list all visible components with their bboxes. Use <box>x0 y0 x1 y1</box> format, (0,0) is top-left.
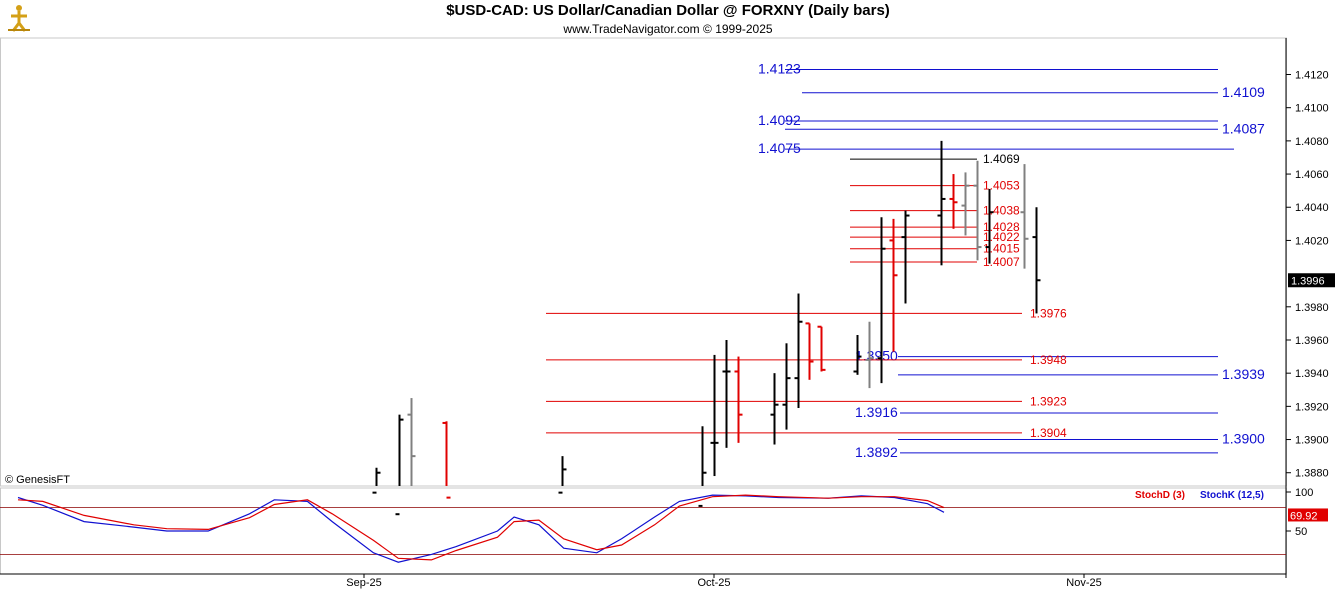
price-bar <box>901 210 910 304</box>
price-bar <box>973 160 982 261</box>
price-bar <box>949 174 958 229</box>
price-bar <box>734 356 743 443</box>
price-bar <box>889 218 898 352</box>
level-label: 1.4038 <box>983 204 1020 218</box>
stoch-y-tick-label: 50 <box>1295 526 1307 538</box>
level-label: 1.3923 <box>1030 394 1067 408</box>
y-tick-label: 1.3920 <box>1295 401 1329 413</box>
level-label: 1.4022 <box>983 230 1020 244</box>
price-bar <box>372 467 381 494</box>
level-label: 1.4053 <box>983 179 1020 193</box>
stochk-line <box>17 494 945 563</box>
level-label: 1.4007 <box>983 255 1020 269</box>
level-label: 1.4075 <box>758 140 801 156</box>
y-tick-label: 1.4040 <box>1295 202 1329 214</box>
y-tick-label: 1.3940 <box>1295 368 1329 380</box>
price-bar <box>395 414 404 516</box>
navigator-figure-icon <box>8 5 30 32</box>
chart-subtitle: www.TradeNavigator.com © 1999-2025 <box>563 22 773 36</box>
y-tick-label: 1.4060 <box>1295 169 1329 181</box>
level-label: 1.4028 <box>983 220 1020 234</box>
level-label: 1.4109 <box>1222 84 1265 100</box>
y-tick-label: 1.4020 <box>1295 235 1329 247</box>
level-label: 1.3976 <box>1030 306 1067 320</box>
price-bar <box>817 325 826 372</box>
level-label: 1.4123 <box>758 61 801 77</box>
legend-stochd: StochD (3) <box>1135 490 1185 501</box>
level-label: 1.3892 <box>855 444 898 460</box>
price-bar <box>937 140 946 266</box>
y-tick-label: 1.4100 <box>1295 103 1329 115</box>
price-bar <box>698 426 707 507</box>
stochd-line <box>17 494 945 561</box>
level-label: 1.3939 <box>1222 366 1265 382</box>
level-label: 1.4092 <box>758 112 801 128</box>
level-label: 1.3948 <box>1030 353 1067 367</box>
price-bar <box>782 343 791 430</box>
price-bar <box>1020 164 1029 269</box>
price-bar <box>407 398 416 486</box>
level-label: 1.4087 <box>1222 120 1265 136</box>
price-bar <box>442 421 451 499</box>
current-price-label: 1.3996 <box>1291 275 1325 287</box>
level-label: 1.4069 <box>983 152 1020 166</box>
level-label: 1.3900 <box>1222 431 1265 447</box>
price-bar <box>710 354 719 477</box>
level-label: 1.3904 <box>1030 426 1067 440</box>
chart-title: $USD-CAD: US Dollar/Canadian Dollar @ FO… <box>446 2 890 19</box>
price-bar <box>722 339 731 448</box>
y-tick-label: 1.3900 <box>1295 435 1329 447</box>
stoch-y-tick-label: 100 <box>1295 487 1313 499</box>
y-tick-label: 1.4080 <box>1295 136 1329 148</box>
price-bar <box>770 373 779 445</box>
level-label: 1.4015 <box>983 242 1020 256</box>
price-bar <box>805 322 814 380</box>
y-tick-label: 1.3880 <box>1295 468 1329 480</box>
stoch-value-label: 69.92 <box>1290 510 1318 522</box>
price-bar <box>853 335 862 375</box>
price-bar <box>865 321 874 389</box>
price-bar <box>877 217 886 384</box>
price-bar <box>558 456 567 494</box>
x-tick-label: Oct-25 <box>697 577 730 589</box>
copyright-note: © GenesisFT <box>5 474 70 486</box>
x-tick-label: Sep-25 <box>346 577 381 589</box>
stoch-value-badge <box>1288 508 1328 522</box>
x-tick-label: Nov-25 <box>1066 577 1101 589</box>
price-panel <box>0 37 1287 487</box>
y-tick-label: 1.4120 <box>1295 70 1329 82</box>
current-price-badge <box>1288 273 1335 288</box>
price-bar <box>794 293 803 409</box>
y-tick-label: 1.3960 <box>1295 335 1329 347</box>
y-tick-label: 1.3980 <box>1295 302 1329 314</box>
level-label: 1.3916 <box>855 404 898 420</box>
legend-stochk: StochK (12,5) <box>1200 490 1264 501</box>
price-bar <box>1032 207 1041 314</box>
price-bar <box>961 172 970 236</box>
price-bar <box>985 188 994 264</box>
